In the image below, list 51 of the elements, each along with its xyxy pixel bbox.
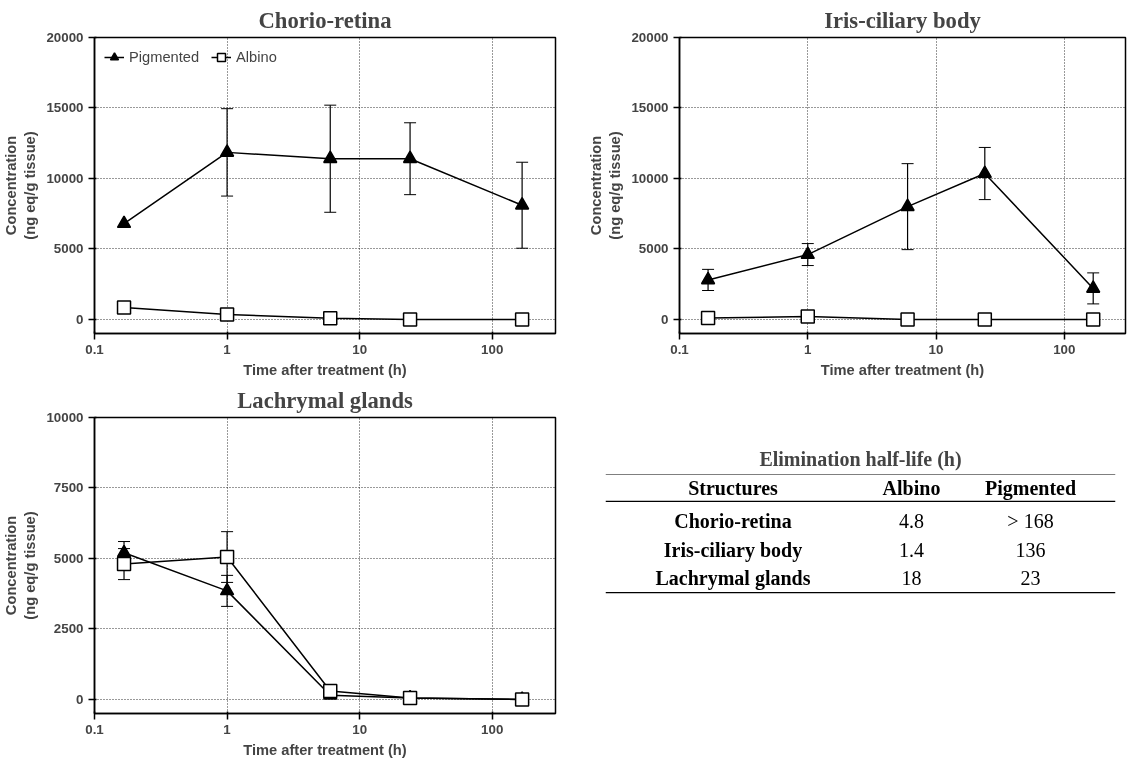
- text: Pigmented: [984, 476, 1077, 500]
- y-tick-label: 20000: [46, 30, 84, 45]
- y-axis-title: Concentration (ng eq/g tissue): [588, 131, 624, 240]
- chart-title: Chorio-retina: [258, 7, 392, 33]
- x-tick-label: 10: [352, 721, 368, 737]
- legend-label: Pigmented: [129, 49, 200, 65]
- y-tick-label: 10000: [631, 170, 669, 186]
- y-tick-label: 5000: [53, 550, 84, 566]
- x-tick-label: 0.1: [85, 721, 105, 737]
- y-tick-label: 20000: [631, 30, 669, 45]
- y-tick-label: 7500: [53, 480, 84, 496]
- x-axis-title: Time after treatment (h): [243, 361, 407, 378]
- x-tick-label: 10: [928, 341, 944, 357]
- x-tick-label: 1: [223, 721, 232, 737]
- x-axis-title: Time after treatment (h): [243, 741, 407, 758]
- text: Structures: [688, 476, 779, 499]
- chart-title: Iris-ciliary body: [824, 7, 982, 33]
- text: Elimination half-life (h): [759, 447, 962, 471]
- y-tick-label: 10000: [46, 170, 84, 186]
- y-tick-label: 0: [661, 311, 669, 327]
- text: Iris-ciliary body: [663, 538, 803, 562]
- text: 23: [1020, 566, 1041, 589]
- y-axis-title: Concentration (ng eq/g tissue): [3, 511, 39, 620]
- y-tick-label: 15000: [46, 100, 84, 116]
- x-tick-label: 100: [481, 341, 504, 357]
- y-tick-label: 10000: [46, 410, 84, 425]
- x-tick-label: 100: [481, 721, 504, 737]
- y-tick-label: 2500: [53, 621, 84, 637]
- text: Chorio-retina: [674, 510, 792, 533]
- text: 136: [1015, 538, 1046, 561]
- x-tick-label: 0.1: [85, 341, 105, 357]
- y-tick-label: 0: [76, 691, 84, 707]
- x-axis-title: Time after treatment (h): [820, 361, 985, 378]
- x-tick-label: 100: [1053, 341, 1076, 357]
- text: Lachrymal glands: [655, 566, 811, 590]
- text: > 168: [1007, 510, 1054, 533]
- x-tick-label: 1: [223, 341, 232, 357]
- x-tick-label: 0.1: [670, 341, 690, 357]
- legend-label: Albino: [236, 49, 277, 65]
- chart-title: Lachrymal glands: [237, 387, 413, 413]
- text: 4.8: [899, 510, 924, 533]
- y-tick-label: 5000: [638, 241, 669, 257]
- y-tick-label: 5000: [53, 241, 84, 257]
- x-tick-label: 10: [352, 341, 368, 357]
- text: Albino: [882, 476, 941, 499]
- y-tick-label: 15000: [631, 100, 669, 116]
- text: 1.4: [899, 538, 924, 561]
- x-tick-label: 1: [804, 341, 813, 357]
- y-tick-label: 0: [76, 311, 84, 327]
- text: 18: [901, 566, 922, 589]
- y-axis-title: Concentration (ng eq/g tissue): [3, 131, 39, 240]
